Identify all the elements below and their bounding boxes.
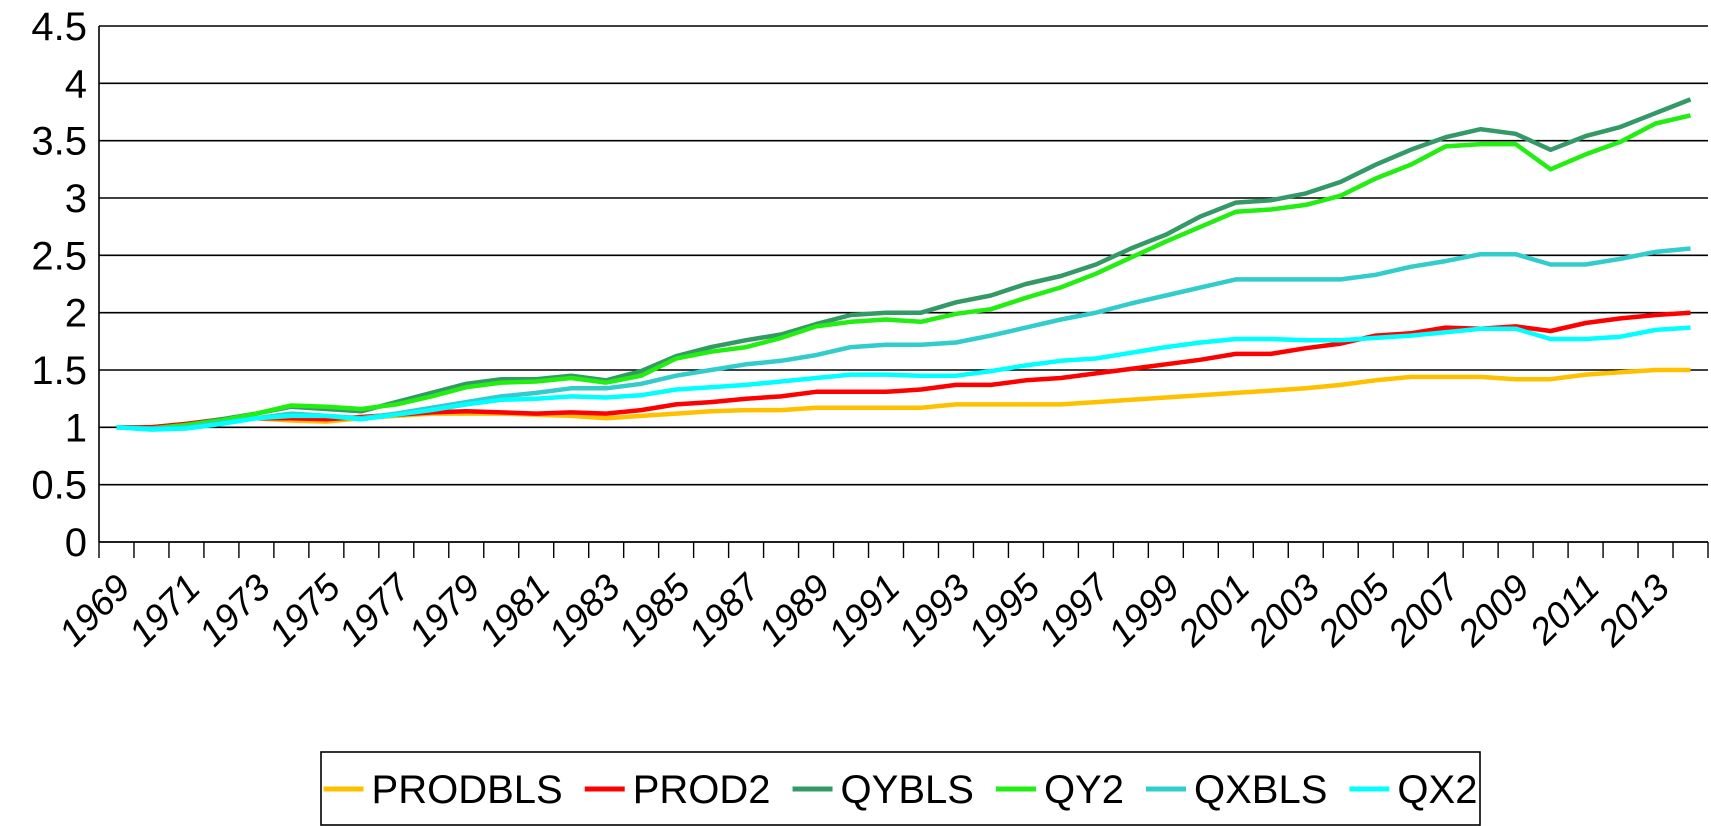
y-tick-label: 1: [65, 406, 87, 450]
x-tick-label: 1977: [331, 566, 419, 654]
legend-label: QYBLS: [841, 768, 974, 812]
y-tick-label: 3.5: [31, 120, 87, 164]
x-tick-label: 1991: [820, 567, 907, 654]
y-tick-label: 1.5: [31, 349, 87, 393]
x-tick-label: 2007: [1379, 566, 1468, 655]
x-tick-label: 1975: [261, 566, 348, 653]
x-tick-label: 1981: [471, 567, 558, 654]
y-tick-label: 2: [65, 292, 87, 336]
x-tick-label: 1983: [541, 566, 628, 653]
x-tick-label: 2003: [1240, 566, 1328, 654]
legend-label: QX2: [1397, 768, 1477, 812]
x-tick-label: 1993: [890, 566, 977, 653]
x-tick-label: 1989: [751, 567, 838, 654]
y-tick-label: 0.5: [31, 464, 87, 508]
x-tick-label: 1969: [51, 567, 138, 654]
legend: PRODBLS PROD2 QYBLS QY2 QXBLS QX2: [323, 768, 1477, 812]
x-tick-label: 2001: [1170, 567, 1258, 655]
x-tick-label: 1995: [960, 566, 1047, 653]
x-tick-label: 1987: [681, 566, 769, 654]
y-tick-label: 4: [65, 62, 87, 106]
legend-box: [320, 751, 1481, 826]
legend-label: QXBLS: [1194, 768, 1327, 812]
x-tick-label: 1999: [1100, 567, 1187, 654]
legend-label: QY2: [1044, 768, 1124, 812]
series-line: [116, 325, 1691, 432]
y-tick-label: 3: [65, 177, 87, 221]
x-tick-label: 1979: [401, 567, 488, 654]
series-line: [116, 246, 1691, 431]
legend-label: PRODBLS: [372, 768, 563, 812]
x-tick-label: 2011: [1521, 567, 1607, 653]
x-tick-label: 1997: [1030, 566, 1118, 654]
x-tick-label: 2013: [1589, 566, 1677, 654]
x-tick-label: 2009: [1449, 567, 1537, 655]
y-tick-label: 4.5: [31, 5, 87, 49]
y-tick-label: 2.5: [31, 234, 87, 278]
series-line: [116, 113, 1692, 431]
x-tick-label: 1971: [121, 567, 208, 654]
legend-label: PROD2: [633, 768, 771, 812]
y-tick-label: 0: [65, 521, 87, 565]
x-tick-label: 2005: [1309, 566, 1397, 654]
x-tick-label: 1985: [611, 566, 698, 653]
x-tick-label: 1973: [191, 566, 278, 653]
